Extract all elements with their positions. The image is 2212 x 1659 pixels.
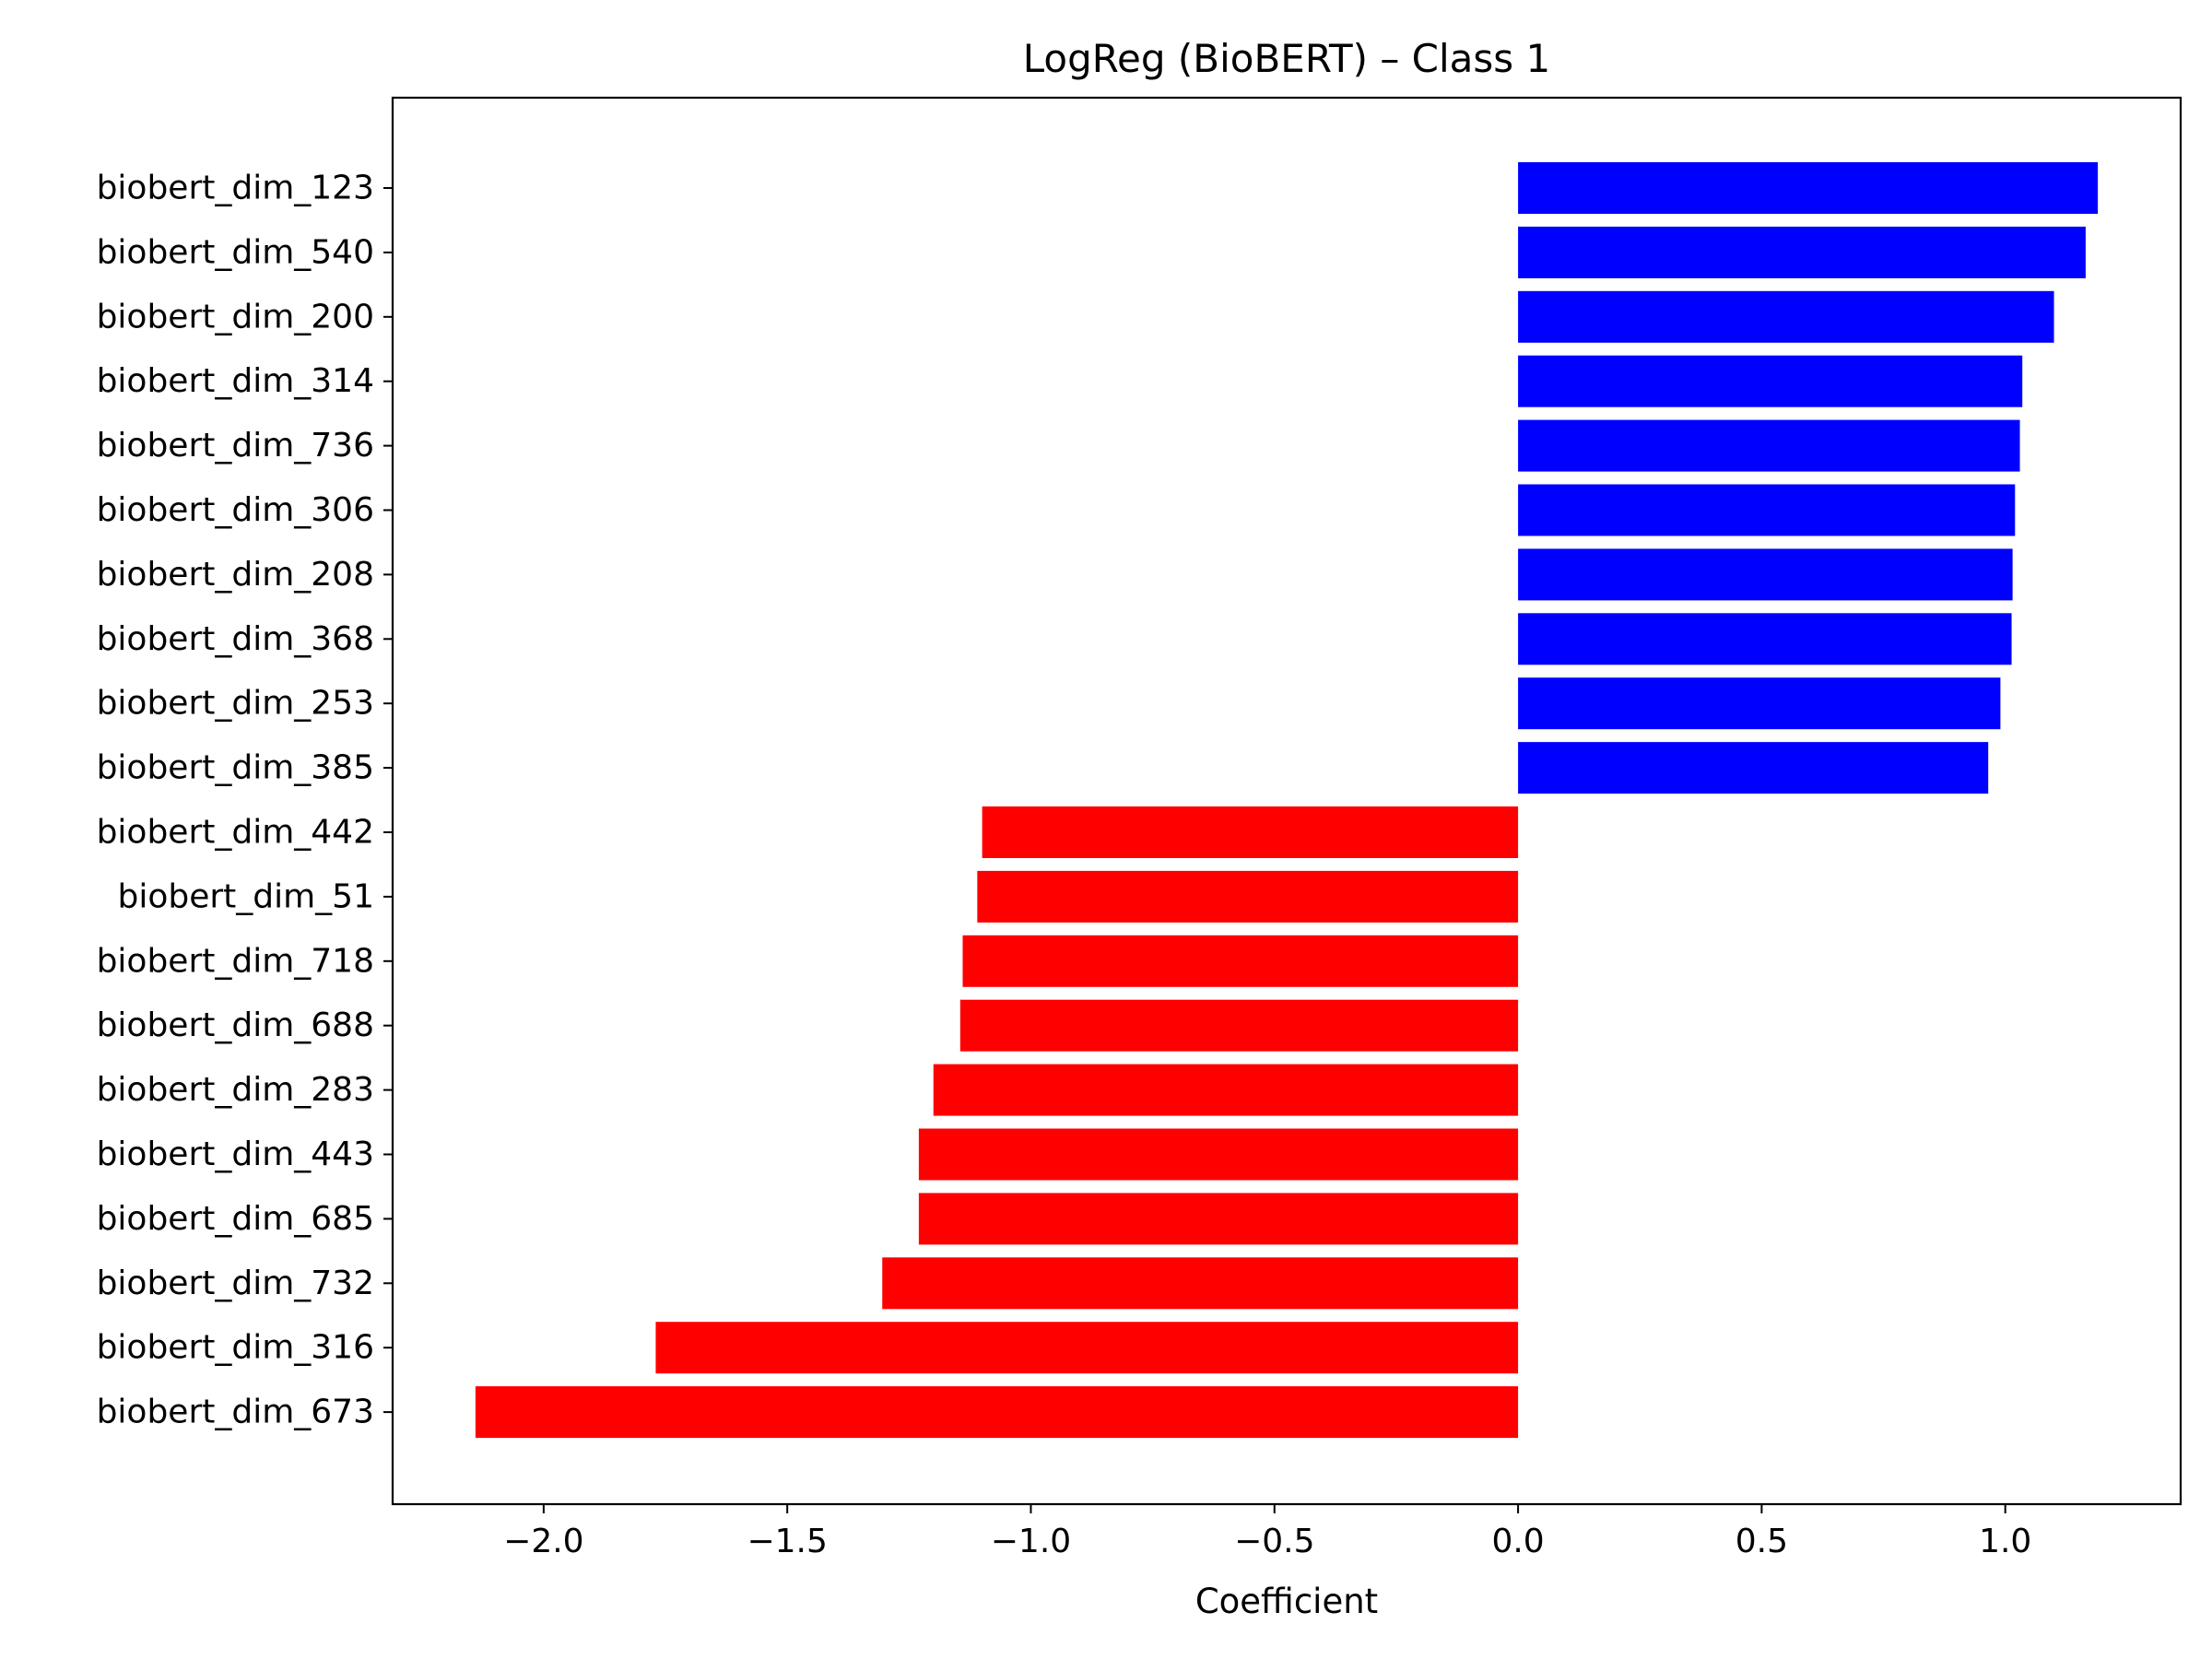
bar-biobert_dim_51 (977, 870, 1519, 923)
y-tick-label: biobert_dim_253 (97, 685, 374, 723)
x-tick-label: 1.0 (1979, 1523, 2031, 1560)
y-tick-label: biobert_dim_442 (97, 814, 374, 852)
y-tick-label: biobert_dim_314 (97, 362, 374, 400)
bar-biobert_dim_253 (1518, 677, 2001, 730)
y-tick-label: biobert_dim_443 (97, 1135, 374, 1173)
bar-biobert_dim_685 (918, 1193, 1519, 1245)
y-tick-label: biobert_dim_368 (97, 620, 374, 658)
bar-biobert_dim_123 (1518, 162, 2099, 214)
x-tick-label: 0.5 (1735, 1523, 1788, 1560)
bar-biobert_dim_718 (962, 935, 1519, 987)
y-tick-label: biobert_dim_685 (97, 1200, 374, 1238)
y-tick-label: biobert_dim_316 (97, 1329, 374, 1367)
x-tick-label: −1.5 (747, 1523, 827, 1560)
bars-group (475, 162, 2099, 1439)
y-tick-label: biobert_dim_200 (97, 298, 374, 335)
y-tick-label: biobert_dim_732 (97, 1265, 374, 1302)
y-tick-label: biobert_dim_123 (97, 170, 374, 207)
y-tick-label: biobert_dim_736 (97, 427, 374, 465)
y-tick-label: biobert_dim_540 (97, 233, 374, 271)
bar-biobert_dim_688 (959, 999, 1519, 1052)
bar-biobert_dim_385 (1518, 742, 1989, 794)
plot-area-frame (391, 96, 2183, 1506)
y-tick-label: biobert_dim_688 (97, 1006, 374, 1044)
bar-biobert_dim_442 (982, 806, 1519, 858)
y-tick-label: biobert_dim_673 (97, 1394, 374, 1431)
y-tick-label: biobert_dim_51 (117, 877, 374, 915)
chart-title: LogReg (BioBERT) – Class 1 (1023, 36, 1551, 81)
x-axis-label: Coefficient (1195, 1582, 1378, 1621)
x-tick-label: 0.0 (1491, 1523, 1544, 1560)
bar-biobert_dim_540 (1518, 226, 2086, 278)
x-tick-label: −2.0 (503, 1523, 583, 1560)
bar-biobert_dim_200 (1518, 290, 2054, 343)
bar-biobert_dim_732 (882, 1257, 1519, 1310)
bar-biobert_dim_316 (655, 1322, 1519, 1374)
bar-biobert_dim_736 (1518, 419, 2020, 472)
bar-biobert_dim_208 (1518, 548, 2013, 601)
bar-biobert_dim_314 (1518, 355, 2023, 407)
y-tick-label: biobert_dim_385 (97, 749, 374, 787)
bar-biobert_dim_283 (933, 1064, 1519, 1116)
bar-biobert_dim_673 (475, 1386, 1519, 1439)
y-tick-label: biobert_dim_283 (97, 1071, 374, 1109)
y-tick-label: biobert_dim_306 (97, 491, 374, 529)
x-tick-label: −0.5 (1234, 1523, 1314, 1560)
y-tick-label: biobert_dim_208 (97, 556, 374, 594)
x-tick-label: −1.0 (991, 1523, 1071, 1560)
bar-biobert_dim_443 (918, 1128, 1519, 1181)
bar-biobert_dim_306 (1518, 484, 2016, 536)
y-axis: biobert_dim_123 biobert_dim_540 biobert_di… (97, 170, 393, 1431)
x-axis: −2.0 −1.5 −1.0 −0.5 0.0 0.5 1.0 (503, 1504, 2031, 1560)
bar-biobert_dim_368 (1518, 613, 2012, 665)
y-tick-label: biobert_dim_718 (97, 942, 374, 980)
